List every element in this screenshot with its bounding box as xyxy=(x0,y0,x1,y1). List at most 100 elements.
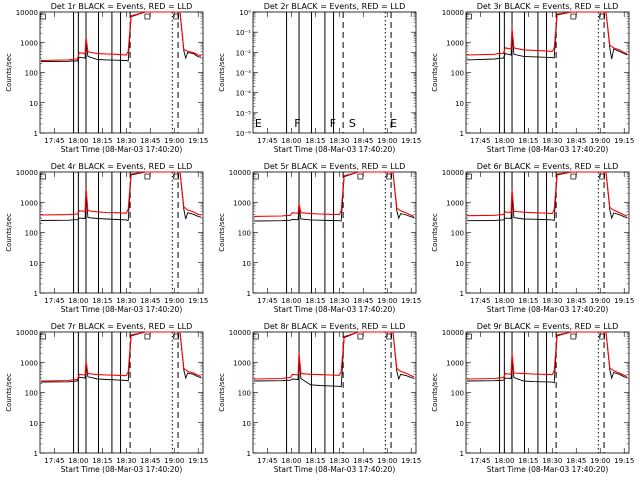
y-tick-label: 10 xyxy=(242,420,251,428)
x-tick-label: 19:00 xyxy=(164,297,184,305)
y-tick-label: 100 xyxy=(25,70,38,78)
x-tick-label: 19:00 xyxy=(590,137,610,145)
x-tick-label: 19:00 xyxy=(377,457,397,465)
y-tick-label: 10⁻¹ xyxy=(236,29,252,37)
x-tick-label: 18:15 xyxy=(305,457,325,465)
x-tick-label: 18:45 xyxy=(353,137,373,145)
x-axis-label: Start Time (08-Mar-03 17:40:20) xyxy=(61,305,183,314)
x-tick-label: 19:15 xyxy=(401,137,421,145)
x-tick-label: 18:30 xyxy=(542,137,562,145)
flag-marker xyxy=(144,13,151,20)
flag-marker xyxy=(386,173,393,180)
y-tick-label: 10000 xyxy=(16,329,38,337)
y-tick-label: 1000 xyxy=(446,359,464,367)
x-tick-label: 18:30 xyxy=(116,457,136,465)
y-tick-label: 100 xyxy=(451,230,464,238)
x-axis-label: Start Time (08-Mar-03 17:40:20) xyxy=(274,465,396,474)
detector-panel-7: Det 7r BLACK = Events, RED = LLD 1 10 100 10… xyxy=(5,322,208,474)
x-tick-label: 19:15 xyxy=(188,137,208,145)
x-tick-label: 18:15 xyxy=(92,457,112,465)
y-tick-label: 1 xyxy=(460,130,464,138)
y-axis-label: Counts/sec xyxy=(218,373,226,412)
y-tick-label: 1 xyxy=(460,450,464,458)
y-tick-label: 100 xyxy=(451,70,464,78)
x-tick-label: 18:00 xyxy=(494,137,514,145)
flag-marker xyxy=(386,333,393,340)
y-tick-label: 1 xyxy=(34,290,38,298)
y-tick-label: 10 xyxy=(455,260,464,268)
y-tick-label: 10⁻⁴ xyxy=(236,90,252,98)
series-events xyxy=(253,331,415,388)
x-tick-label: 17:45 xyxy=(470,137,490,145)
y-tick-label: 1000 xyxy=(20,39,38,47)
x-tick-label: 18:45 xyxy=(140,297,160,305)
x-tick-label: 18:30 xyxy=(542,297,562,305)
detector-panel-5: Det 5r BLACK = Events, RED = LLD 1 10 100 10… xyxy=(218,162,421,314)
y-tick-label: 100 xyxy=(25,230,38,238)
panel-title: Det 5r BLACK = Events, RED = LLD xyxy=(264,162,406,171)
y-tick-label: 10 xyxy=(242,260,251,268)
detector-panel-9: Det 9r BLACK = Events, RED = LLD 1 10 100 10… xyxy=(431,322,634,474)
x-tick-label: 18:00 xyxy=(68,297,88,305)
panel-title: Det 4r BLACK = Events, RED = LLD xyxy=(51,162,193,171)
flag-marker xyxy=(570,333,577,340)
flag-marker xyxy=(144,333,151,340)
flag-marker xyxy=(173,173,180,180)
y-axis-label: Counts/sec xyxy=(5,373,13,412)
x-tick-label: 19:15 xyxy=(401,457,421,465)
flag-marker xyxy=(253,333,259,340)
y-tick-label: 10 xyxy=(455,420,464,428)
x-tick-label: 17:45 xyxy=(257,297,277,305)
panel-title: Det 9r BLACK = Events, RED = LLD xyxy=(477,322,619,331)
x-tick-label: 17:45 xyxy=(44,137,64,145)
flag-marker xyxy=(144,173,151,180)
y-axis-label: Counts/sec xyxy=(431,53,439,92)
y-tick-label: 10⁰ xyxy=(239,9,251,17)
y-axis-label: Counts/sec xyxy=(5,53,13,92)
x-tick-label: 17:45 xyxy=(470,457,490,465)
state-letter: F xyxy=(330,117,336,130)
x-tick-label: 19:15 xyxy=(614,137,634,145)
y-tick-label: 1 xyxy=(34,450,38,458)
flag-marker xyxy=(40,13,46,20)
x-tick-label: 18:30 xyxy=(329,457,349,465)
y-tick-label: 10⁻⁵ xyxy=(236,110,252,118)
series-events xyxy=(40,331,202,383)
y-tick-label: 1000 xyxy=(20,199,38,207)
y-axis-label: Counts/sec xyxy=(431,373,439,412)
x-tick-label: 18:00 xyxy=(68,457,88,465)
series-lld xyxy=(466,331,628,380)
panel-title: Det 8r BLACK = Events, RED = LLD xyxy=(264,322,406,331)
flag-marker xyxy=(40,173,46,180)
x-tick-label: 18:15 xyxy=(305,137,325,145)
x-axis-label: Start Time (08-Mar-03 17:40:20) xyxy=(274,305,396,314)
y-tick-label: 1000 xyxy=(233,199,251,207)
y-axis-label: Counts/sec xyxy=(5,213,13,252)
x-tick-label: 19:00 xyxy=(164,137,184,145)
panel-title: Det 2r BLACK = Events, RED = LLD xyxy=(264,2,406,11)
y-tick-label: 1000 xyxy=(446,199,464,207)
series-events xyxy=(40,11,202,63)
x-tick-label: 19:15 xyxy=(188,297,208,305)
x-tick-label: 18:30 xyxy=(116,297,136,305)
x-tick-label: 18:15 xyxy=(305,297,325,305)
x-tick-label: 18:30 xyxy=(116,137,136,145)
y-tick-label: 1 xyxy=(247,450,251,458)
series-events xyxy=(466,171,628,222)
y-tick-label: 100 xyxy=(25,390,38,398)
flag-marker xyxy=(466,173,472,180)
flag-marker xyxy=(599,333,606,340)
series-events xyxy=(253,171,415,222)
flag-marker xyxy=(466,333,472,340)
panel-title: Det 3r BLACK = Events, RED = LLD xyxy=(477,2,619,11)
y-tick-label: 10000 xyxy=(442,329,464,337)
state-letter: E xyxy=(255,117,262,130)
y-tick-label: 10⁻² xyxy=(236,49,252,57)
x-tick-label: 19:15 xyxy=(614,297,634,305)
detector-panel-8: Det 8r BLACK = Events, RED = LLD 1 10 100 10… xyxy=(218,322,421,474)
x-tick-label: 19:00 xyxy=(590,457,610,465)
y-tick-label: 10 xyxy=(29,260,38,268)
state-letter: S xyxy=(349,117,356,130)
x-tick-label: 18:00 xyxy=(281,457,301,465)
